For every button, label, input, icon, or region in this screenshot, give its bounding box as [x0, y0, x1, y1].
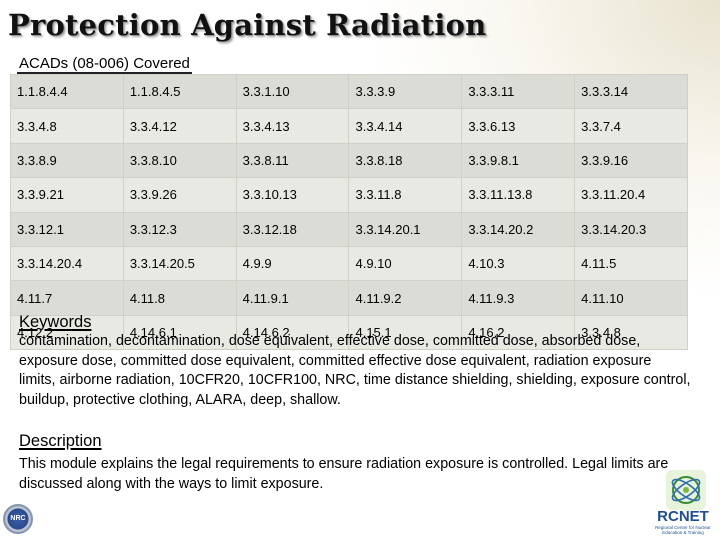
nrc-seal-logo: NRC: [3, 504, 33, 534]
table-cell: 1.1.8.4.4: [10, 73, 124, 110]
table-cell: 3.3.14.20.3: [574, 211, 688, 247]
table-cell: 3.3.9.16: [574, 142, 688, 179]
rcnet-name: RCNET: [657, 508, 709, 525]
table-cell: 3.3.11.20.4: [574, 177, 688, 213]
table-row: 3.3.9.21 3.3.9.26 3.3.10.13 3.3.11.8 3.3.11.…: [10, 177, 688, 213]
rcnet-emblem-icon: [666, 470, 706, 510]
table-cell: 3.3.3.9: [348, 73, 463, 110]
table-row: 4.11.7 4.11.8 4.11.9.1 4.11.9.2 4.11.9.3 4.11…: [10, 280, 688, 316]
table-cell: 3.3.3.11: [461, 73, 576, 110]
table-cell: 3.3.8.9: [10, 142, 124, 179]
table-cell: 3.3.11.13.8: [461, 177, 576, 213]
page-title: Protection Against Radiation: [8, 8, 487, 42]
table-row: 3.3.14.20.4 3.3.14.20.5 4.9.9 4.9.10 4.10.3 4…: [10, 245, 688, 282]
table-cell: 4.9.10: [348, 245, 463, 282]
table-cell: 3.3.4.14: [348, 108, 463, 144]
description-heading: Description: [19, 432, 102, 450]
rcnet-subtitle: Regional Center for Nuclear Education & …: [655, 525, 711, 535]
table-cell: 3.3.3.14: [574, 73, 688, 110]
table-cell: 3.3.12.18: [235, 211, 350, 247]
table-cell: 4.11.9.1: [235, 280, 350, 316]
table-cell: 3.3.11.8: [348, 177, 463, 213]
table-row: 3.3.4.8 3.3.4.12 3.3.4.13 3.3.4.14 3.3.6.13 3…: [10, 108, 688, 144]
table-row: 3.3.8.9 3.3.8.10 3.3.8.11 3.3.8.18 3.3.9.8.1…: [10, 142, 688, 179]
table-cell: 4.15.1: [348, 314, 463, 351]
table-cell: 3.3.8.11: [235, 142, 350, 179]
table-cell: 3.3.14.20.5: [122, 245, 237, 282]
table-cell: 3.3.6.13: [461, 108, 576, 144]
table-cell: 3.3.8.18: [348, 142, 463, 179]
table-cell: 3.3.4.8: [10, 108, 124, 144]
table-cell: 3.3.14.20.4: [10, 245, 124, 282]
rcnet-logo: RCNET Regional Center for Nuclear Educat…: [646, 470, 716, 538]
table-cell: 3.3.9.26: [122, 177, 237, 213]
table-cell: 4.11.7: [10, 280, 124, 316]
table-cell: 3.3.9.21: [10, 177, 124, 213]
table-cell: 4.11.9.3: [461, 280, 576, 316]
keywords-heading: Keywords: [19, 313, 92, 331]
table-cell: 4.11.9.2: [348, 280, 463, 316]
table-cell: 3.3.8.10: [122, 142, 237, 179]
table-cell: 3.3.1.10: [235, 73, 350, 110]
table-row: 3.3.12.1 3.3.12.3 3.3.12.18 3.3.14.20.1 3.3.…: [10, 211, 688, 247]
table-cell: 1.1.8.4.5: [122, 73, 237, 110]
table-cell: 3.3.10.13: [235, 177, 350, 213]
table-cell: 3.3.12.3: [122, 211, 237, 247]
table-cell: 4.9.9: [235, 245, 350, 282]
table-cell: 4.12.2: [10, 314, 124, 351]
keywords-text: contamination, decontamination, dose equ…: [19, 333, 691, 409]
table-cell: 3.3.14.20.2: [461, 211, 576, 247]
table-cell: 4.11.8: [122, 280, 237, 316]
table-cell: 3.3.4.8: [574, 314, 688, 351]
table-cell: 3.3.12.1: [10, 211, 124, 247]
table-cell: 4.11.5: [574, 245, 688, 282]
table-row: 1.1.8.4.4 1.1.8.4.5 3.3.1.10 3.3.3.9 3.3.3.1…: [10, 73, 688, 110]
table-row: 4.12.2 4.14.6.1 4.14.6.2 4.15.1 4.16.2 3.3.4.…: [10, 314, 688, 351]
table-cell: 4.10.3: [461, 245, 576, 282]
nrc-seal-text: NRC: [10, 515, 26, 522]
description-text: This module explains the legal requireme…: [19, 456, 669, 492]
table-cell: 3.3.14.20.1: [348, 211, 463, 247]
acads-heading: ACADs (08-006) Covered: [17, 55, 192, 74]
table-cell: 3.3.4.13: [235, 108, 350, 144]
table-cell: 3.3.4.12: [122, 108, 237, 144]
table-cell: 4.14.6.1: [122, 314, 237, 351]
acads-table: 1.1.8.4.4 1.1.8.4.5 3.3.1.10 3.3.3.9 3.3.3.1…: [10, 73, 688, 351]
table-cell: 3.3.7.4: [574, 108, 688, 144]
table-cell: 4.11.10: [574, 280, 688, 316]
table-cell: 4.16.2: [461, 314, 576, 351]
table-cell: 3.3.9.8.1: [461, 142, 576, 179]
